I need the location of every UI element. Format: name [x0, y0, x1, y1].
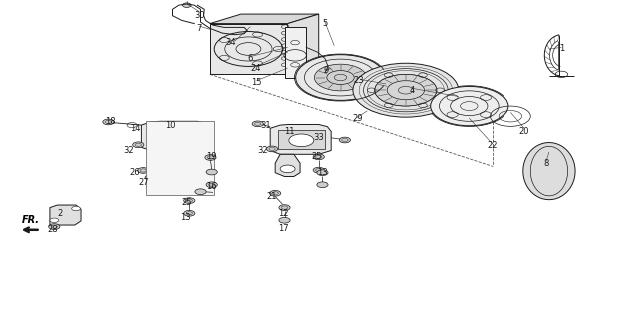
Text: 15: 15 [251, 78, 262, 87]
Circle shape [313, 154, 324, 160]
Circle shape [269, 190, 281, 196]
Circle shape [353, 63, 459, 117]
Circle shape [296, 55, 385, 100]
Text: 25: 25 [311, 152, 321, 161]
Polygon shape [210, 14, 319, 24]
Polygon shape [275, 154, 300, 177]
Circle shape [289, 134, 314, 147]
Text: 17: 17 [278, 224, 289, 233]
Circle shape [280, 165, 295, 173]
Text: 23: 23 [354, 76, 364, 85]
Circle shape [375, 74, 437, 106]
Text: 18: 18 [106, 117, 116, 126]
Circle shape [206, 182, 217, 188]
Circle shape [184, 198, 195, 204]
Polygon shape [210, 24, 288, 74]
Circle shape [49, 224, 60, 229]
Circle shape [266, 146, 278, 152]
Text: 31: 31 [260, 121, 271, 130]
Polygon shape [523, 142, 575, 200]
Text: 32: 32 [258, 146, 268, 155]
Text: 8: 8 [543, 159, 549, 168]
Circle shape [313, 167, 324, 173]
Polygon shape [270, 124, 331, 154]
Text: 20: 20 [519, 127, 529, 136]
Circle shape [138, 168, 149, 173]
Polygon shape [141, 121, 213, 150]
Polygon shape [50, 205, 81, 225]
Text: 25: 25 [181, 198, 192, 207]
Text: 12: 12 [278, 209, 289, 219]
Polygon shape [146, 121, 214, 195]
Circle shape [279, 217, 290, 223]
Circle shape [184, 211, 195, 216]
Text: 5: 5 [322, 19, 328, 28]
Text: 33: 33 [313, 133, 324, 142]
Text: 1: 1 [559, 44, 564, 53]
Text: 11: 11 [284, 127, 294, 136]
Text: 24: 24 [250, 63, 261, 73]
Circle shape [339, 137, 351, 143]
Circle shape [205, 155, 216, 160]
Text: 16: 16 [206, 182, 217, 191]
Text: 29: 29 [352, 114, 362, 123]
Text: 4: 4 [409, 86, 414, 95]
Circle shape [206, 169, 217, 175]
Circle shape [431, 86, 508, 126]
Circle shape [182, 3, 191, 7]
Text: 34: 34 [225, 38, 236, 47]
Text: FR.: FR. [22, 215, 40, 225]
Circle shape [195, 189, 206, 195]
Text: 19: 19 [206, 152, 217, 161]
Text: 13: 13 [317, 168, 328, 177]
Bar [278, 130, 325, 149]
Circle shape [279, 205, 290, 211]
Circle shape [314, 64, 367, 91]
Polygon shape [284, 27, 306, 77]
Circle shape [50, 218, 59, 222]
Text: 32: 32 [124, 146, 134, 155]
Text: 21: 21 [266, 192, 277, 201]
Text: 27: 27 [138, 178, 149, 187]
Text: 30: 30 [194, 11, 204, 20]
Circle shape [163, 129, 191, 143]
Text: 2: 2 [58, 209, 63, 219]
Text: 22: 22 [488, 141, 498, 150]
Polygon shape [288, 14, 319, 74]
Circle shape [145, 175, 156, 180]
Bar [151, 125, 204, 146]
Circle shape [102, 119, 114, 125]
Circle shape [317, 170, 328, 176]
Text: 7: 7 [197, 24, 202, 33]
Text: 28: 28 [47, 225, 58, 234]
Circle shape [72, 206, 81, 211]
Text: 9: 9 [324, 66, 329, 75]
Text: 14: 14 [130, 124, 141, 133]
Text: 10: 10 [166, 121, 176, 130]
Circle shape [252, 121, 263, 127]
Circle shape [132, 142, 144, 148]
Text: 26: 26 [130, 168, 141, 177]
Text: 6: 6 [248, 54, 253, 63]
Text: 13: 13 [179, 212, 190, 222]
Circle shape [317, 182, 328, 188]
